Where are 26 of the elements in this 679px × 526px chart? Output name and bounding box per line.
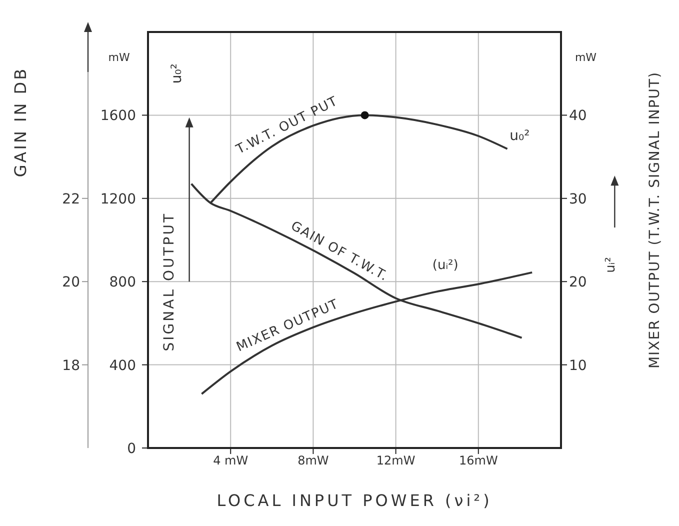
text: uᵢ² — [604, 257, 619, 273]
y-tick-label: 1200 — [100, 191, 136, 208]
x-axis-title: LOCAL INPUT POWER (νi²) — [216, 491, 492, 510]
x-tick-label: 16mW — [458, 454, 498, 468]
text: mW — [108, 51, 130, 64]
y2-tick-label: 10 — [569, 358, 587, 374]
x-tick-label: 8mW — [298, 454, 329, 468]
x-tick-label: 4 mW — [213, 454, 248, 468]
y-tick-label: 0 — [127, 441, 136, 457]
annotation: (uᵢ²) — [432, 258, 458, 274]
annotation: u₀² — [510, 128, 530, 144]
y3-tick-label: 18 — [62, 358, 80, 374]
y2-tick-label: 40 — [569, 108, 587, 124]
y3-axis-title: GAIN IN DB — [11, 66, 30, 178]
annotation: u₀² — [169, 64, 186, 84]
y-axis-title: SIGNAL OUTPUT — [162, 212, 178, 352]
y2-axis-title: MIXER OUTPUT (T.W.T. SIGNAL INPUT) — [647, 71, 663, 369]
y3-tick-label: 20 — [62, 274, 80, 291]
y-tick-label: 1600 — [100, 108, 136, 124]
text: mW — [574, 51, 597, 64]
y-tick-label: 400 — [109, 358, 136, 374]
y-tick-label: 800 — [109, 274, 136, 291]
y2-tick-label: 20 — [569, 274, 587, 291]
y2-tick-label: 30 — [569, 191, 587, 208]
x-tick-label: 12mW — [376, 454, 416, 468]
y3-tick-label: 22 — [62, 191, 80, 208]
